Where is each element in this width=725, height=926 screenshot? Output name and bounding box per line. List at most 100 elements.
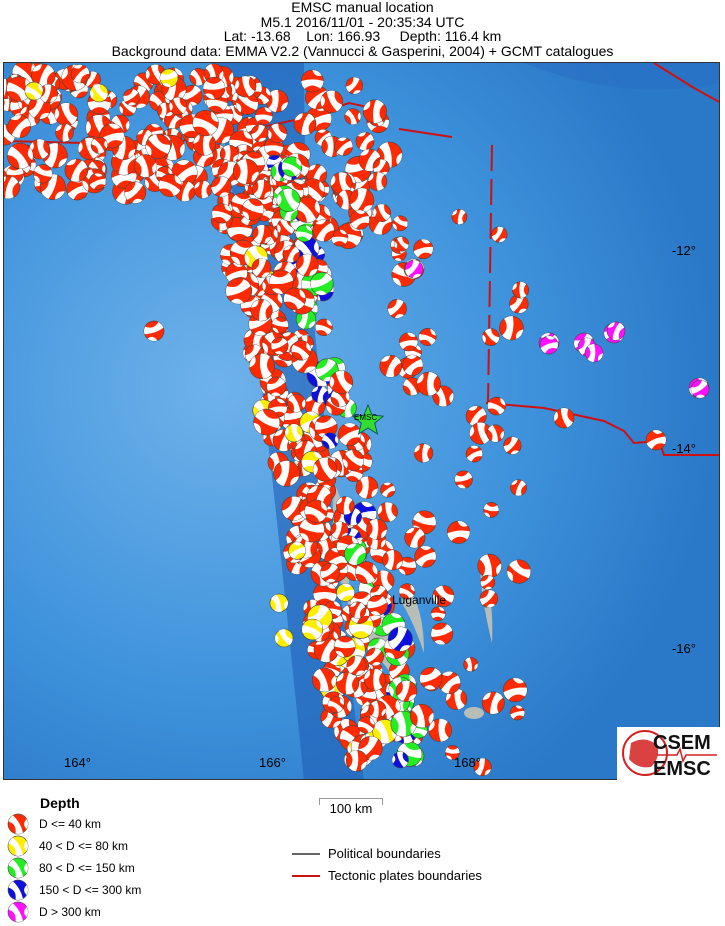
beachball-icon — [404, 259, 424, 279]
beachball-icon — [124, 181, 147, 204]
beachball-icon — [88, 173, 106, 191]
beachball-icon — [291, 340, 312, 361]
beachball-icon — [287, 393, 306, 413]
beachball-icon — [454, 470, 473, 489]
beachball-icon — [509, 705, 525, 721]
beachball-icon — [404, 527, 426, 549]
csem-emsc-logo: CSEM EMSC — [617, 727, 721, 780]
beachball-icon — [367, 171, 388, 191]
beachball-icon — [299, 516, 325, 543]
tectonic-boundary — [398, 128, 453, 138]
beachball-icon — [267, 123, 288, 144]
beachball-icon — [344, 108, 362, 125]
beachball-icon — [419, 667, 443, 690]
beachball-icon — [334, 137, 353, 156]
beachball-icon — [232, 158, 259, 185]
beachball-icon — [159, 68, 179, 88]
beachball-icon — [387, 626, 413, 652]
beachball-icon — [189, 68, 208, 86]
legend-political-boundaries: Political boundaries — [292, 846, 441, 861]
legend-label: 80 < D <= 150 km — [39, 861, 135, 875]
beachball-icon — [254, 106, 273, 125]
beachball-icon — [158, 173, 182, 198]
beachball-icon — [295, 253, 319, 277]
beachball-icon — [7, 901, 29, 923]
beachball-icon — [486, 424, 505, 443]
beachball-icon — [487, 396, 506, 416]
beachball-icon — [211, 203, 232, 224]
beachball-icon — [169, 97, 188, 116]
beachball-icon — [7, 114, 31, 139]
beachball-icon — [234, 75, 257, 98]
beachball-icon — [312, 457, 338, 482]
tectonic-line-swatch — [292, 874, 320, 877]
beachball-icon — [310, 272, 334, 296]
legend-label: D <= 40 km — [39, 817, 102, 831]
lat-tick: -12° — [672, 243, 696, 258]
beachball-icon — [273, 460, 300, 487]
beachball-icon — [349, 187, 375, 213]
beachball-icon — [219, 144, 239, 164]
legend-line-label: Tectonic plates boundaries — [328, 868, 482, 883]
lon-tick: 168° — [454, 755, 481, 770]
beachball-icon — [349, 209, 370, 230]
beachball-icon — [402, 354, 424, 376]
beachball-icon — [368, 700, 387, 718]
beachball-icon — [416, 371, 441, 396]
beachball-icon — [329, 370, 354, 394]
beachball-icon — [288, 541, 307, 560]
beachball-icon — [281, 156, 303, 177]
beachball-icon — [430, 606, 446, 622]
beachball-icon — [293, 112, 317, 136]
beachball-icon — [336, 671, 360, 695]
legend-item: 80 < D <= 150 km — [6, 857, 135, 879]
beachball-icon — [480, 574, 496, 590]
beachball-icon — [398, 583, 416, 600]
beachball-icon — [469, 422, 492, 445]
legend-item: D > 300 km — [6, 901, 101, 923]
beachball-icon — [7, 813, 29, 835]
deep-basin — [524, 63, 719, 90]
beachball-icon — [451, 208, 468, 225]
beachball-icon — [210, 176, 232, 198]
beachball-icon — [418, 328, 437, 346]
legend-label: D > 300 km — [39, 905, 101, 919]
beachball-icon — [304, 499, 328, 523]
beachball-icon — [390, 710, 417, 738]
beachball-icon — [379, 354, 403, 378]
island — [464, 707, 484, 719]
beachball-icon — [252, 179, 272, 199]
tectonic-boundary — [485, 402, 719, 456]
beachball-icon — [7, 142, 34, 170]
place-label-luganville: Luganville — [392, 593, 447, 607]
beachball-icon — [276, 188, 301, 213]
seismicity-map[interactable]: EMSC Luganville -12° -14° -16° 164° 166°… — [3, 62, 720, 780]
beachball-icon — [123, 88, 140, 106]
legend-item: 150 < D <= 300 km — [6, 879, 141, 901]
beachball-icon — [395, 680, 418, 702]
beachball-icon — [24, 81, 44, 101]
beachball-icon — [382, 549, 403, 571]
svg-text:EMSC: EMSC — [653, 758, 711, 780]
legend-label: 40 < D <= 80 km — [39, 839, 129, 853]
lon-tick: 164° — [64, 755, 91, 770]
legend-line-label: Political boundaries — [328, 846, 441, 861]
scale-bar — [319, 798, 383, 805]
beachball-icon — [380, 482, 396, 498]
beachball-icon — [90, 136, 108, 154]
beachball-icon — [345, 749, 368, 772]
beachball-icon — [271, 316, 289, 334]
beachball-icon — [284, 423, 304, 443]
beachball-icon — [7, 879, 29, 901]
beachball-icon — [499, 315, 524, 341]
background-data-note: Background data: EMMA V2.2 (Vannucci & G… — [111, 42, 614, 59]
beachball-icon — [362, 99, 387, 124]
epicenter-star-icon[interactable] — [351, 403, 385, 435]
beachball-icon — [355, 476, 379, 499]
legend-item: 40 < D <= 80 km — [6, 835, 129, 857]
beachball-icon — [145, 133, 171, 159]
beachball-icon — [269, 269, 294, 295]
beachball-icon — [645, 429, 667, 451]
lat-tick: -16° — [672, 641, 696, 656]
beachball-icon — [363, 668, 386, 691]
